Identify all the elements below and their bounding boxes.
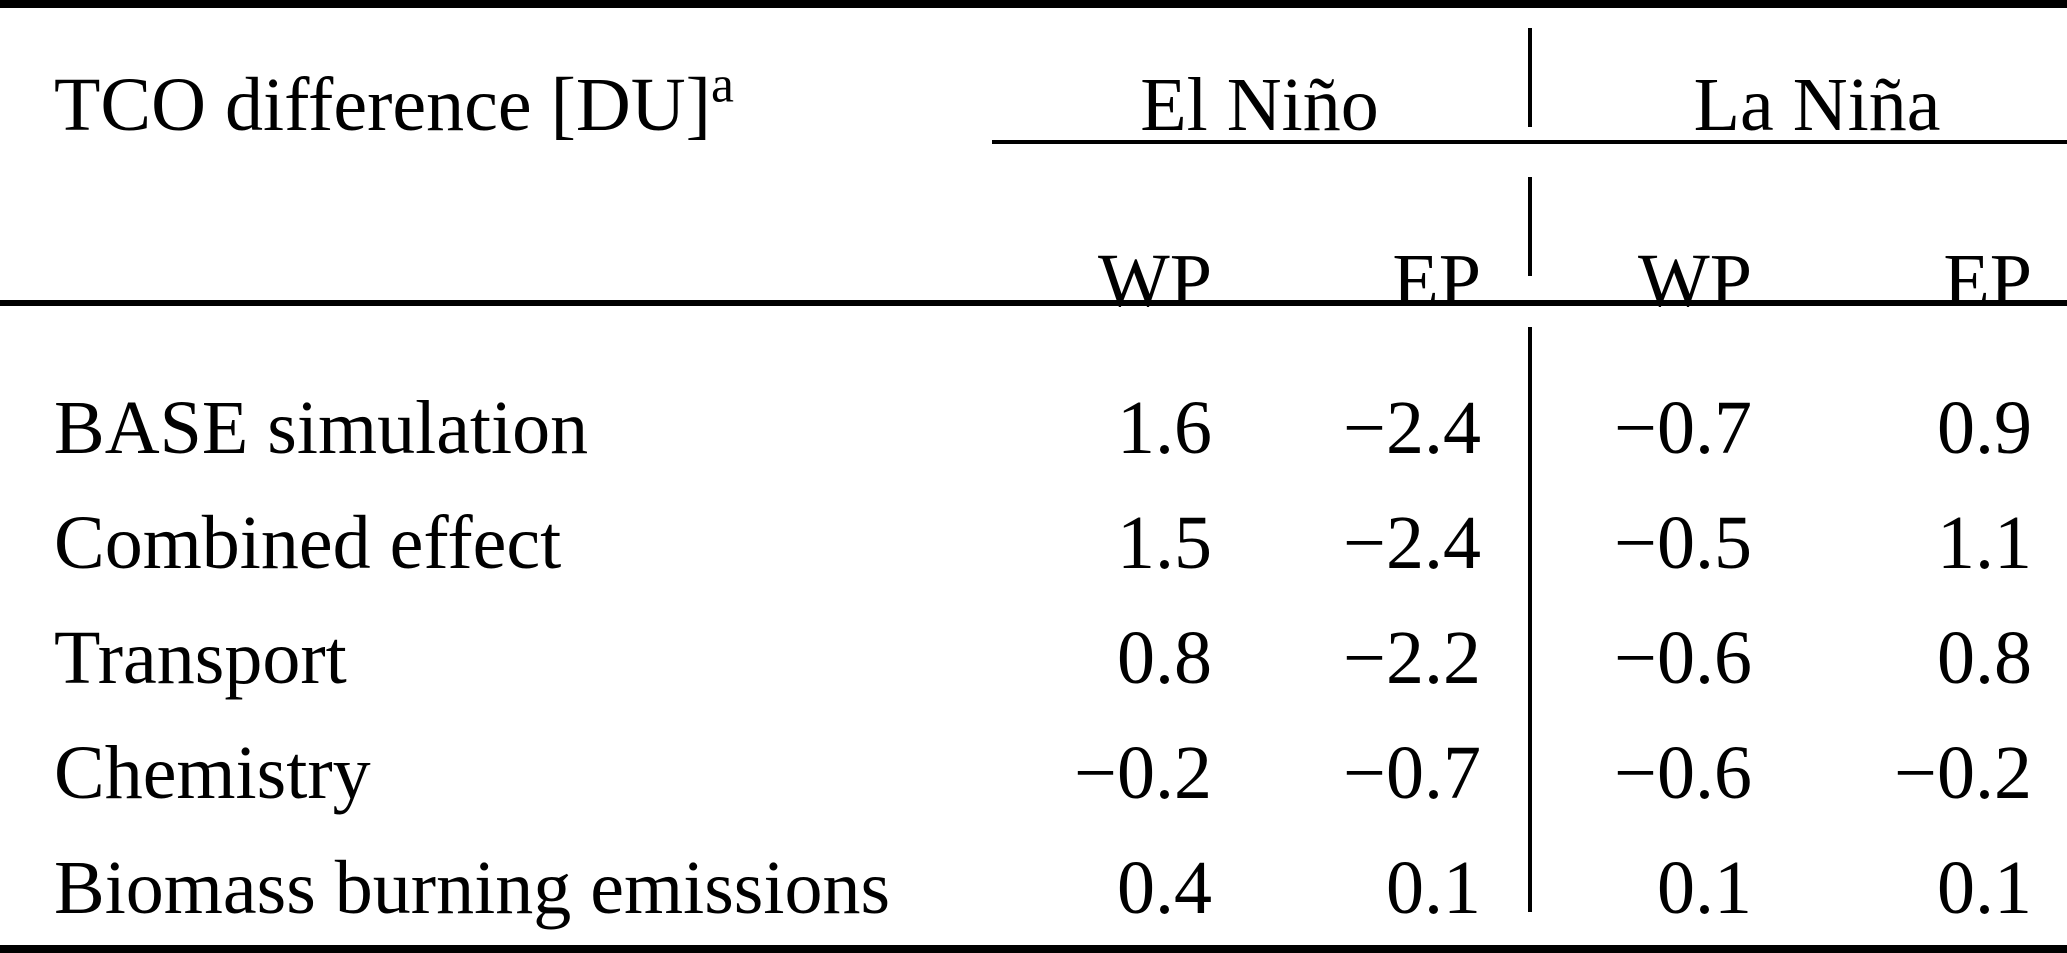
- cell-value: −2.4: [1343, 501, 1482, 585]
- table-title: TCO difference [DU]: [54, 63, 711, 147]
- cell-value: −2.4: [1343, 386, 1482, 470]
- column-header-la-nina-ep: EP: [1943, 239, 2033, 323]
- column-header-el-nino-wp: WP: [1098, 239, 1212, 323]
- cell-value: 1.1: [1937, 501, 2033, 585]
- cell-value: 0.8: [1117, 616, 1212, 700]
- cell-value: 0.4: [1802, 934, 2067, 953]
- cell-value: 0.1: [1937, 846, 2033, 930]
- cell-value: 0.6: [1527, 934, 1802, 953]
- column-divider-body-segment: [1528, 327, 1532, 912]
- column-divider-header-segment: [1528, 28, 1532, 127]
- row-label: Interactive effectb: [0, 934, 992, 953]
- cell-value: −0.5: [1614, 501, 1753, 585]
- cell-value: −0.6: [1614, 616, 1753, 700]
- cell-value: −0.7: [1614, 386, 1753, 470]
- group-header-underline-rule: [992, 140, 2067, 144]
- cell-value: 0.5: [992, 934, 1242, 953]
- table-row-biomass-burning-emissions: Biomass burning emissions 0.4 0.1 0.1 0.…: [0, 819, 2067, 934]
- column-divider-subheader-segment: [1528, 177, 1532, 276]
- row-label: Combined effect: [54, 501, 562, 585]
- cell-value: 0.1: [1657, 846, 1753, 930]
- table-row-transport: Transport 0.8 −2.2 −0.6 0.8: [0, 589, 2067, 704]
- table-row-chemistry: Chemistry −0.2 −0.7 −0.6 −0.2: [0, 704, 2067, 819]
- cell-value: 0.4: [1242, 934, 1527, 953]
- footnote-marker-a: a: [710, 56, 734, 114]
- sub-header-row: WP EP WP EP: [0, 159, 2067, 359]
- spacer-cell: [0, 159, 992, 359]
- header-bottom-rule: [0, 300, 2067, 306]
- cell-value: 0.4: [1117, 846, 1212, 930]
- cell-value: −0.7: [1343, 731, 1482, 815]
- cell-value: 0.8: [1937, 616, 2033, 700]
- cell-value: −0.6: [1614, 731, 1753, 815]
- column-group-la-nina: La Niña: [1693, 63, 1941, 147]
- cell-value: −0.2: [1894, 731, 2033, 815]
- cell-value: 1.5: [1117, 501, 1212, 585]
- group-header-row: TCO difference [DU]a El Niño La Niña: [0, 0, 2067, 159]
- cell-value: −0.2: [1074, 731, 1212, 815]
- cell-value: 0.9: [1937, 386, 2033, 470]
- row-label: Biomass burning emissions: [54, 846, 891, 930]
- cell-value: 1.6: [1117, 386, 1212, 470]
- table-row-base-simulation: BASE simulation 1.6 −2.4 −0.7 0.9: [0, 359, 2067, 474]
- table-row-combined-effect: Combined effect 1.5 −2.4 −0.5 1.1: [0, 474, 2067, 589]
- table-title-cell: TCO difference [DU]a: [0, 0, 992, 159]
- cell-value: 0.1: [1386, 846, 1482, 930]
- column-group-el-nino: El Niño: [1140, 63, 1379, 147]
- table-row-interactive-effect: Interactive effectb 0.5 0.4 0.6 0.4: [0, 934, 2067, 953]
- row-label: Transport: [54, 616, 347, 700]
- cell-value: −2.2: [1343, 616, 1482, 700]
- row-label: Chemistry: [54, 731, 371, 815]
- column-header-la-nina-wp: WP: [1638, 239, 1753, 323]
- column-header-el-nino-ep: EP: [1392, 239, 1482, 323]
- table-top-rule: [0, 0, 2067, 8]
- table-bottom-rule: [0, 945, 2067, 953]
- row-label: BASE simulation: [54, 386, 589, 470]
